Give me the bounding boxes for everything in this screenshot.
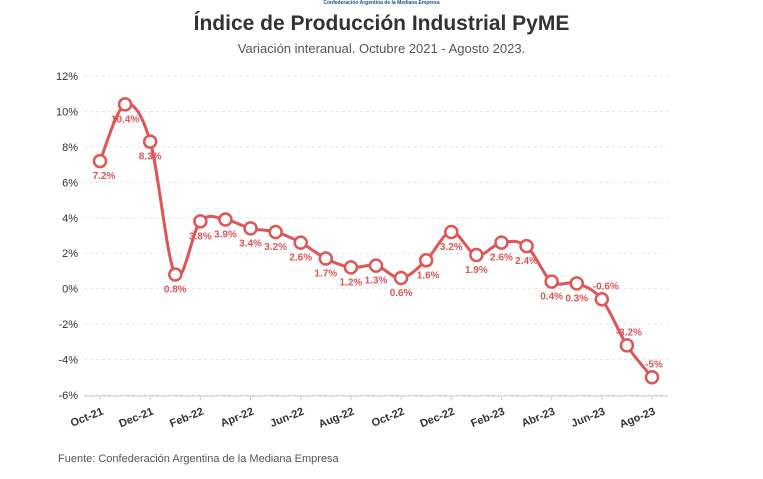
data-label: 1.2% [340,277,363,288]
data-point [318,251,334,266]
data-label: 1.3% [365,276,388,287]
x-tick-label: Ago-23 [618,406,657,431]
y-tick-label: 2% [62,248,78,260]
data-label: 3.2% [264,242,287,253]
x-tick-label: Dec-22 [418,406,456,431]
x-tick-label: Abr-23 [520,406,557,430]
data-point [293,235,308,250]
source-note: Fuente: Confederación Argentina de la Me… [58,453,339,465]
x-tick-label: Jun-22 [268,406,305,430]
data-label: 3.9% [214,230,237,241]
x-tick-label: Oct-22 [370,406,406,430]
data-point [494,235,509,250]
data-label: 8.3% [139,152,162,163]
data-label: 10.4% [111,114,139,125]
data-point [418,253,434,268]
x-tick-label: Dec-21 [117,406,155,431]
data-label: 7.2% [93,171,116,182]
chart-title: Índice de Producción Industrial PyME [193,12,570,35]
x-tick-label: Feb-22 [168,406,205,430]
data-point [393,270,409,286]
y-tick-label: 10% [56,106,78,118]
data-point [544,274,559,289]
chart-subtitle: Variación interanual. Octubre 2021 - Ago… [237,41,526,56]
data-label: 2.4% [515,256,538,267]
data-point [142,134,158,149]
data-label: 3.2% [440,242,463,253]
data-point [268,224,283,240]
data-label: 0.6% [390,288,413,299]
data-label: 3.8% [189,231,212,242]
organization-logo-text: Confederación Argentina de la Mediana Em… [323,0,440,6]
data-label: 1.6% [417,270,440,281]
y-tick-label: -2% [58,319,78,331]
x-tick-label: Jun-23 [570,406,607,430]
data-point [569,276,584,291]
y-tick-label: 6% [62,177,78,189]
data-point [619,338,635,353]
data-point [92,153,108,169]
data-label: 0.8% [164,284,187,295]
y-tick-label: 0% [62,284,78,296]
data-point [368,258,384,273]
x-tick-label: Aug-22 [317,406,356,431]
y-tick-label: 8% [62,142,78,154]
data-point [193,214,208,229]
y-tick-label: -4% [58,355,78,367]
y-tick-label: 12% [56,71,78,83]
data-label: -3.2% [616,327,642,338]
x-tick-label: Oct-21 [69,406,105,430]
data-point [444,224,459,240]
data-label: 0.3% [565,293,588,304]
data-label: 2.6% [289,253,312,264]
data-label: 1.9% [465,265,488,276]
data-point [594,292,610,307]
data-label: 1.7% [314,269,337,280]
data-label: 0.4% [540,292,563,303]
x-tick-label: Feb-23 [469,406,506,430]
data-point [343,260,359,275]
data-point [243,221,258,236]
x-tick-label: Apr-22 [219,406,256,430]
data-point [519,238,534,254]
data-label: -5% [645,359,663,370]
data-point [469,247,484,263]
data-label: 2.6% [490,253,513,264]
data-point [117,97,133,112]
data-label: 3.4% [239,238,262,249]
y-tick-label: -6% [58,390,78,402]
data-label: -0.6% [593,281,619,292]
data-point [168,267,183,282]
data-point [218,212,233,227]
y-tick-label: 4% [62,213,78,225]
data-point [644,370,660,385]
series-line [98,102,654,379]
